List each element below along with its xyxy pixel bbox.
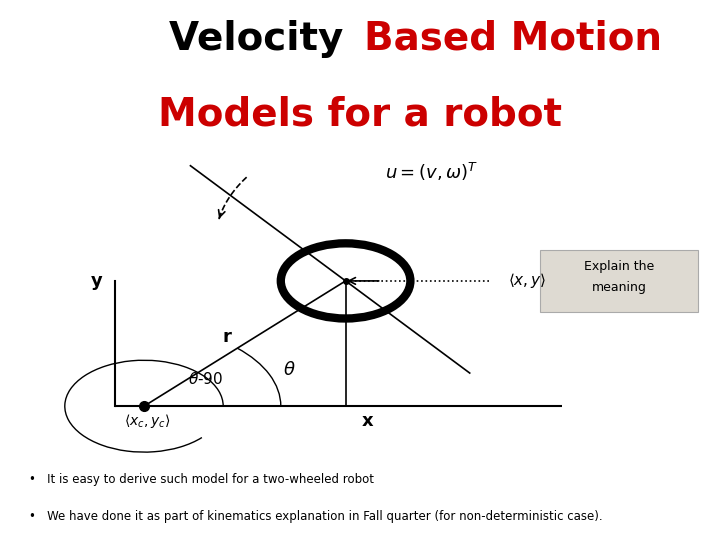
Text: $\theta$-90: $\theta$-90 [188,371,222,387]
Text: Explain the: Explain the [584,260,654,273]
Text: x: x [361,412,373,430]
Text: r: r [222,328,231,346]
Text: $\langle x_c, y_c \rangle$: $\langle x_c, y_c \rangle$ [125,412,171,430]
FancyBboxPatch shape [540,249,698,312]
Text: $\langle x,y \rangle$: $\langle x,y \rangle$ [508,272,546,291]
Text: Velocity: Velocity [168,19,356,58]
Text: Based Motion: Based Motion [364,19,662,58]
Text: Models for a robot: Models for a robot [158,96,562,133]
Text: meaning: meaning [592,281,647,294]
Text: •   We have done it as part of kinematics explanation in Fall quarter (for non-d: • We have done it as part of kinematics … [29,510,603,523]
Text: $u = (v, \omega)^T$: $u = (v, \omega)^T$ [385,161,479,184]
Text: •   It is easy to derive such model for a two-wheeled robot: • It is easy to derive such model for a … [29,473,374,486]
Text: y: y [91,272,103,290]
Text: $\theta$: $\theta$ [283,361,296,379]
